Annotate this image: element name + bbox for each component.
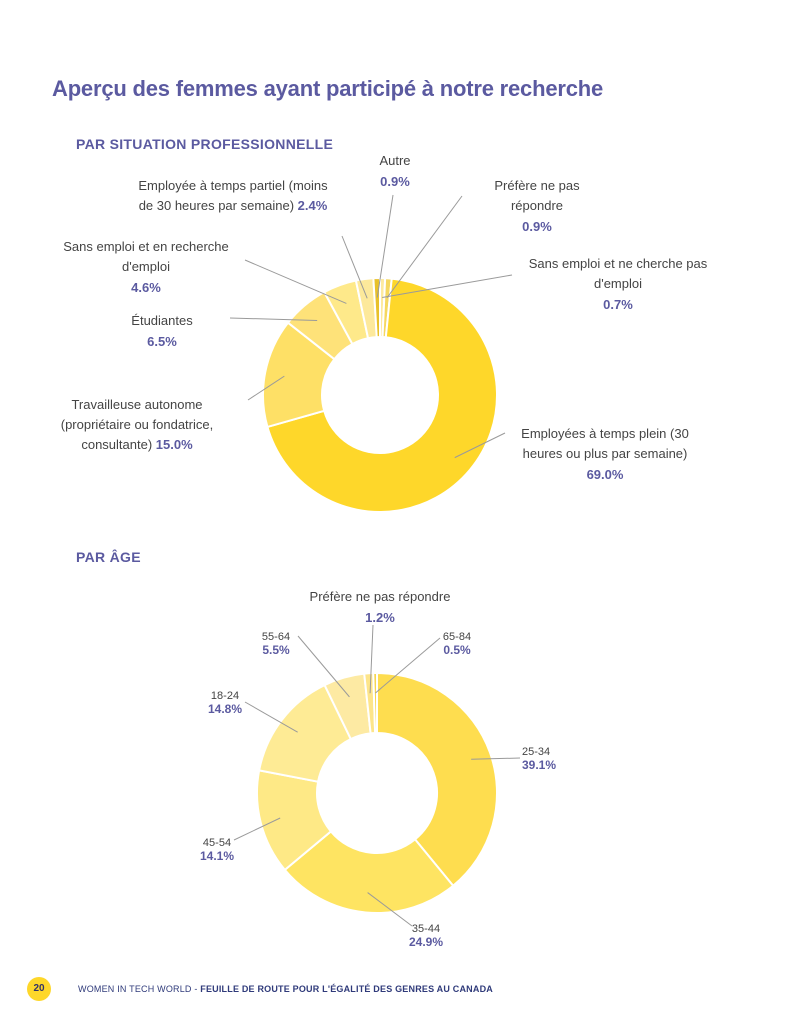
footer: WOMEN IN TECH WORLD - FEUILLE DE ROUTE P… [78,984,493,994]
slice-value-55-64: 5.5% [262,643,290,657]
slice-label-prefere-ne-pas-repondre: Préfère ne pas répondre [310,589,451,604]
slice-label-sans-emploi-et-ne-cherche-pas-d-emploi: Sans emploi et ne cherche pas d'emploi [529,256,708,291]
chart-title-age: PAR ÂGE [76,549,141,565]
slice-label-prefere-ne-pas-repondre: Préfère ne pas répondre [494,178,580,213]
slice-label-sans-emploi-et-en-recherche-d-emploi: Sans emploi et en recherche d'emploi [63,239,228,274]
slice-value-employee-a-temps-partiel-moins-de-30-heures-par-semaine: 2.4% [298,198,328,213]
slice-value-travailleuse-autonome-proprietaire-ou-fondatrice-consultante: 15.0% [156,437,193,452]
leader-line-18-24 [244,701,298,733]
leader-line-65-84 [375,637,441,694]
leader-line-sans-emploi-et-ne-cherche-pas-d-emploi [382,274,513,299]
footer-brand: WOMEN IN TECH WORLD [78,984,192,994]
slice-label-65-84: 65-84 [443,631,471,643]
slice-value-prefere-ne-pas-repondre: 1.2% [365,610,395,625]
slice-label-etudiantes: Étudiantes [131,313,193,328]
donut-chart-age [256,671,498,914]
slice-label-employees-a-temps-plein-30-heures-ou-plus-par-semaine: Employées à temps plein (30 heures ou plu… [521,426,689,461]
slice-value-prefere-ne-pas-repondre: 0.9% [522,219,552,234]
slice-value-35-44: 24.9% [409,935,443,949]
slice-label-autre: Autre [379,153,410,168]
footer-doc-title: FEUILLE DE ROUTE POUR L'ÉGALITÉ DES GENR… [200,984,493,994]
leader-line-55-64 [297,635,350,698]
donut-slice-65-84 [372,671,378,735]
leader-line-prefere-ne-pas-repondre [386,195,463,299]
chart-title-employment: PAR SITUATION PROFESSIONNELLE [76,136,334,152]
leader-line-employee-a-temps-partiel-moins-de-30-heures-par-semaine [341,235,368,299]
footer-separator: - [191,984,201,994]
slice-value-25-34: 39.1% [522,758,556,772]
slice-label-55-64: 55-64 [262,631,290,643]
donut-chart-employment [262,276,498,513]
slice-value-sans-emploi-et-ne-cherche-pas-d-emploi: 0.7% [603,297,633,312]
leader-line-45-54 [233,817,281,841]
slice-value-18-24: 14.8% [208,702,242,716]
slice-value-etudiantes: 6.5% [147,334,177,349]
slice-value-65-84: 0.5% [443,643,471,657]
leader-line-autre [376,194,394,298]
slice-label-employee-a-temps-partiel-moins-de-30-heures-par-semaine: Employée à temps partiel (moins de 30 heu… [138,178,328,213]
slice-value-sans-emploi-et-en-recherche-d-emploi: 4.6% [131,280,161,295]
leader-line-travailleuse-autonome-proprietaire-ou-fondatrice-consultante [247,375,285,401]
slice-label-travailleuse-autonome-proprietaire-ou-fondatrice-consultante: Travailleuse autonome (propriétaire ou fo… [61,397,213,452]
page-title: Aperçu des femmes ayant participé à notr… [52,76,604,101]
leader-line-etudiantes [229,317,318,321]
slice-label-35-44: 35-44 [412,923,440,935]
leader-line-35-44 [367,892,413,927]
slice-value-employees-a-temps-plein-30-heures-ou-plus-par-semaine: 69.0% [587,467,624,482]
donut-slice-25-34 [376,671,498,888]
leader-line-sans-emploi-et-en-recherche-d-emploi [244,259,347,304]
donut-slice-35-44 [283,830,455,914]
leader-line-25-34 [471,757,521,760]
leader-line-employees-a-temps-plein-30-heures-ou-plus-par-semaine [454,432,506,459]
slice-label-45-54: 45-54 [203,837,231,849]
page-number-badge: 20 [27,977,51,1001]
leader-line-prefere-ne-pas-repondre [369,624,374,694]
slice-label-25-34: 25-34 [522,746,550,758]
slice-value-autre: 0.9% [380,174,410,189]
slice-value-45-54: 14.1% [200,849,234,863]
slice-label-18-24: 18-24 [211,690,239,702]
labels-employment: Employées à temps plein (30 heures ou plu… [61,153,708,482]
donut-slice-employees-a-temps-plein-30-heures-ou-plus-par-semaine [266,277,498,513]
